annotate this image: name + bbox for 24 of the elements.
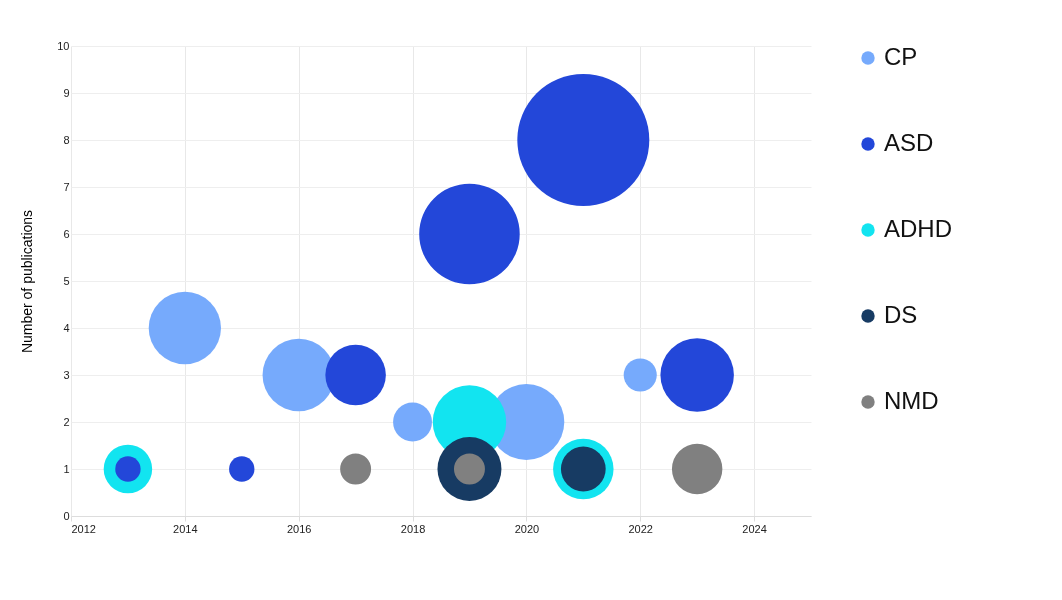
y-axis-title: Number of publications (19, 209, 36, 354)
y-tick-label: 8 (63, 133, 70, 146)
legend-label: ADHD (884, 215, 953, 242)
legend-label: CP (884, 43, 918, 70)
y-tick-label: 0 (63, 509, 70, 522)
legend-label: ASD (884, 129, 934, 156)
y-tick-label: 9 (63, 86, 70, 99)
y-tick-label: 1 (63, 462, 70, 475)
x-tick-label: 2016 (286, 522, 312, 535)
x-tick-label: 2018 (400, 522, 426, 535)
y-tick-label: 3 (63, 368, 70, 381)
y-tick-label: 7 (63, 180, 70, 193)
x-tick-label: 2014 (173, 522, 198, 535)
y-tick-label: 10 (57, 39, 70, 52)
legend-label: NMD (884, 387, 939, 414)
y-tick-label: 2 (63, 415, 70, 428)
x-tick-label: 2022 (628, 522, 653, 535)
y-tick-label: 5 (63, 274, 70, 287)
x-tick-label: 2012 (71, 522, 96, 535)
y-tick-label: 6 (63, 227, 70, 240)
x-tick-label: 2020 (514, 522, 540, 535)
x-tick-label: 2024 (742, 522, 767, 535)
y-tick-label: 4 (63, 321, 70, 334)
legend-label: DS (884, 301, 918, 328)
